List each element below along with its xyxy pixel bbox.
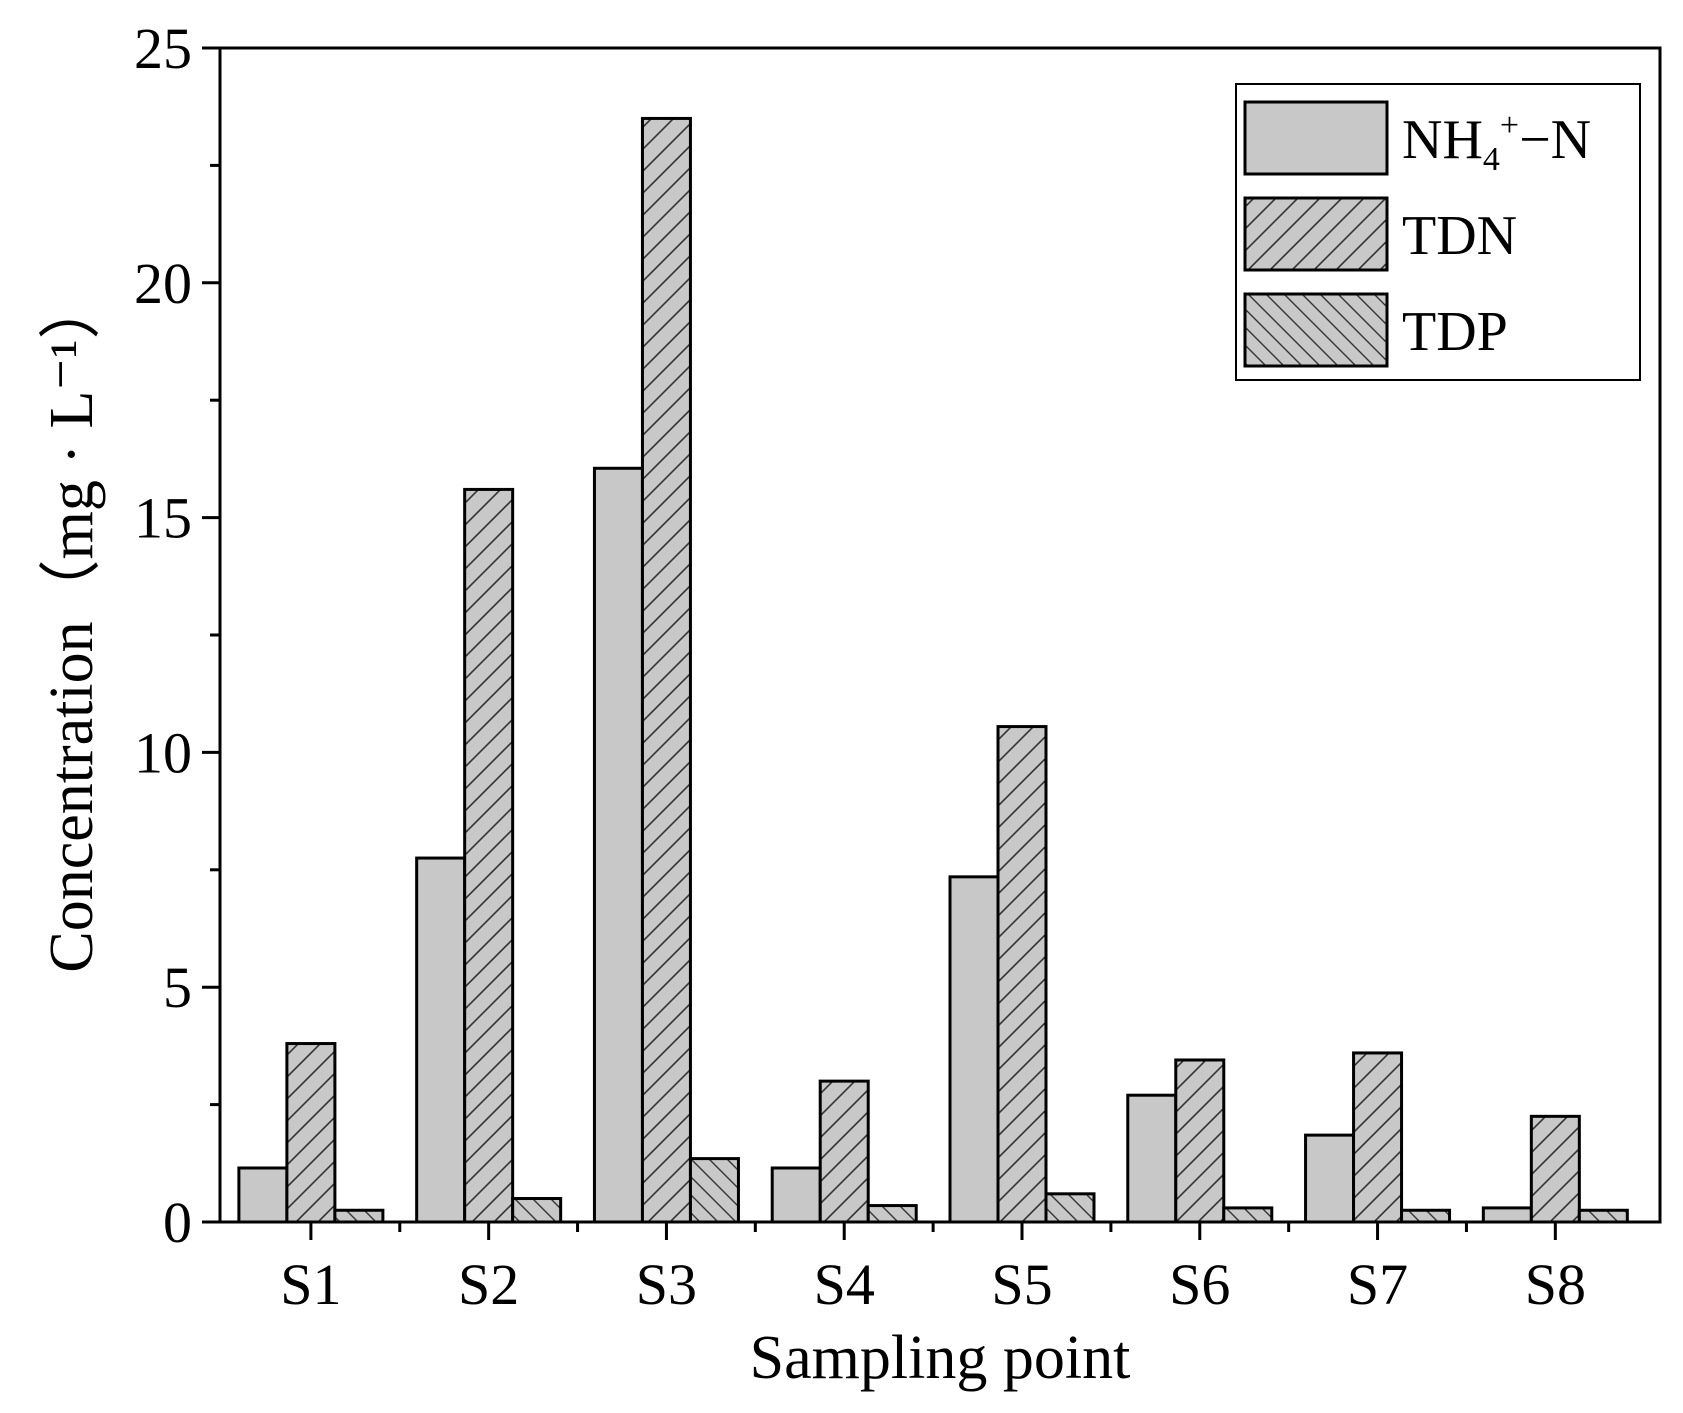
bar-s2-tdp bbox=[511, 1197, 563, 1224]
bar-s7-tdp bbox=[1400, 1208, 1452, 1224]
bar-s4-nh4n bbox=[770, 1166, 822, 1224]
x-tick-label: S5 bbox=[991, 1252, 1052, 1317]
x-tick-label: S2 bbox=[458, 1252, 519, 1317]
y-tick-label: 10 bbox=[134, 720, 192, 785]
x-axis: S1 S2 S3 S4 S5 S6 S7 S8 bbox=[280, 1222, 1586, 1317]
bar-s7-nh4n bbox=[1304, 1133, 1356, 1224]
bar-s1-tdn bbox=[285, 1042, 337, 1224]
bar-s8-tdn bbox=[1529, 1114, 1581, 1224]
x-tick-label: S3 bbox=[636, 1252, 697, 1317]
bar-s4-tdn bbox=[818, 1079, 870, 1224]
bar-s7-tdn bbox=[1352, 1051, 1404, 1224]
legend-label: NH4+−N bbox=[1402, 107, 1591, 178]
y-tick-label: 5 bbox=[163, 955, 192, 1020]
x-axis-title: Sampling point bbox=[750, 1324, 1131, 1392]
bar-s8-tdp bbox=[1577, 1208, 1629, 1224]
bar-s4-tdp bbox=[866, 1204, 918, 1224]
legend: NH4+−N TDN TDP bbox=[1235, 83, 1641, 381]
bar-s3-nh4n bbox=[592, 466, 644, 1224]
bar-s3-tdp bbox=[688, 1157, 740, 1224]
bar-s2-nh4n bbox=[415, 856, 467, 1224]
y-axis: 0 5 10 15 20 25 bbox=[134, 16, 220, 1255]
bar-s1-nh4n bbox=[237, 1166, 289, 1224]
bar-s5-tdp bbox=[1044, 1192, 1096, 1224]
x-tick-label: S1 bbox=[280, 1252, 341, 1317]
legend-swatch bbox=[1243, 100, 1389, 176]
bar-s6-nh4n bbox=[1126, 1093, 1178, 1224]
x-tick-label: S8 bbox=[1525, 1252, 1586, 1317]
bars-group bbox=[237, 116, 1629, 1224]
y-tick-label: 20 bbox=[134, 251, 192, 316]
y-axis-title: Concentration（mg · L⁻¹） bbox=[38, 277, 106, 972]
x-tick-label: S7 bbox=[1347, 1252, 1408, 1317]
bar-s5-tdn bbox=[996, 725, 1048, 1224]
bar-s1-tdp bbox=[333, 1208, 385, 1224]
bar-s5-nh4n bbox=[948, 875, 1000, 1224]
bar-s3-tdn bbox=[640, 116, 692, 1224]
y-tick-label: 0 bbox=[163, 1190, 192, 1255]
legend-label: TDN bbox=[1402, 205, 1517, 267]
bar-s2-tdn bbox=[463, 487, 515, 1224]
legend-swatch bbox=[1243, 292, 1389, 368]
x-tick-label: S4 bbox=[814, 1252, 875, 1317]
legend-swatch bbox=[1243, 196, 1389, 272]
bar-s8-nh4n bbox=[1481, 1206, 1533, 1224]
legend-label: TDP bbox=[1402, 301, 1508, 363]
bar-s6-tdp bbox=[1222, 1206, 1274, 1224]
x-tick-label: S6 bbox=[1169, 1252, 1230, 1317]
y-tick-label: 25 bbox=[134, 16, 192, 81]
y-tick-label: 15 bbox=[134, 486, 192, 551]
bar-s6-tdn bbox=[1174, 1058, 1226, 1224]
